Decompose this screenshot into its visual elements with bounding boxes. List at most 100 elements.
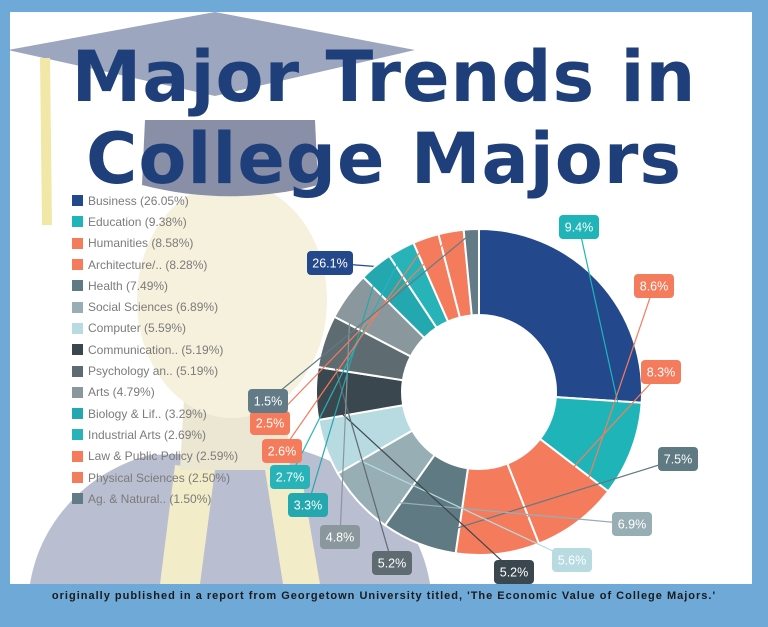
data-label: 5.2% <box>378 557 407 571</box>
legend-item: Physical Sciences (2.50%) <box>72 467 238 488</box>
legend-swatch <box>72 216 83 228</box>
legend-swatch <box>72 493 83 505</box>
leader-line <box>267 232 472 402</box>
legend-item: Business (26.05%) <box>72 190 238 211</box>
callout-box <box>612 512 652 536</box>
legend-label: Business (26.05%) <box>88 193 189 208</box>
callout-box <box>262 439 302 463</box>
stole-left <box>160 465 215 584</box>
legend-swatch <box>72 472 83 483</box>
legend-label: Humanities (8.58%) <box>88 236 194 251</box>
legend-item: Humanities (8.58%) <box>72 233 238 254</box>
legend-label: Industrial Arts (2.69%) <box>88 427 207 442</box>
data-label: 9.4% <box>565 221 594 235</box>
legend-swatch <box>72 408 83 420</box>
tassel <box>40 58 52 225</box>
legend-item: Ag. & Natural.. (1.50%) <box>72 488 238 509</box>
data-label: 2.6% <box>268 445 297 459</box>
legend-swatch <box>72 322 83 334</box>
leader-line <box>319 393 515 573</box>
chart-legend: Business (26.05%) Education (9.38%) Humani… <box>72 190 238 509</box>
title-line-1: Major Trends in <box>71 36 697 118</box>
leader-line <box>578 226 629 449</box>
callout-box <box>559 215 599 239</box>
callout-box <box>288 493 328 517</box>
leader-line <box>496 371 662 551</box>
legend-label: Social Sciences (6.89%) <box>88 300 219 315</box>
legend-label: Biology & Lif.. (3.29%) <box>88 406 207 421</box>
cap-band <box>142 120 318 197</box>
data-label: 2.5% <box>256 417 285 431</box>
legend-item: Arts (4.79%) <box>72 382 238 403</box>
donut-slice <box>462 227 480 317</box>
leader-line <box>307 268 379 506</box>
legend-item: Psychology an.. (5.19%) <box>72 360 238 381</box>
callout-box <box>250 411 290 435</box>
legend-swatch <box>72 237 83 249</box>
data-label: 8.3% <box>647 366 676 380</box>
data-label: 7.5% <box>664 453 693 467</box>
callout-box <box>307 251 353 275</box>
data-label: 3.3% <box>294 499 323 513</box>
legend-swatch <box>72 344 83 356</box>
graduate-illustration <box>10 12 430 584</box>
legend-item: Communication.. (5.19%) <box>72 339 238 360</box>
callout-box <box>372 551 412 575</box>
source-footer: originally published in a report from Ge… <box>51 590 717 602</box>
leader-line <box>329 445 573 561</box>
callout-box <box>552 548 592 572</box>
leader-line <box>574 285 655 520</box>
callout-box <box>270 465 310 489</box>
data-label: 26.1% <box>312 257 347 271</box>
white-panel <box>10 12 752 584</box>
callout-box <box>641 360 681 384</box>
legend-label: Health (7.49%) <box>88 278 169 293</box>
legend-item: Computer (5.59%) <box>72 318 238 339</box>
legend-label: Physical Sciences (2.50%) <box>88 470 231 485</box>
legend-label: Psychology an.. (5.19%) <box>88 364 219 379</box>
legend-swatch <box>72 386 83 398</box>
legend-swatch <box>72 280 83 292</box>
callout-box <box>634 274 674 298</box>
legend-swatch <box>72 259 83 271</box>
legend-item: Architecture/.. (8.28%) <box>72 254 238 275</box>
legend-label: Computer (5.59%) <box>88 321 187 336</box>
leader-line <box>289 252 404 478</box>
data-label: 5.6% <box>558 554 587 568</box>
legend-swatch <box>72 450 83 462</box>
legend-item: Education (9.38%) <box>72 211 238 232</box>
legend-item: Biology & Lif.. (3.29%) <box>72 403 238 424</box>
data-label: 4.8% <box>326 531 355 545</box>
face-shape <box>137 182 327 418</box>
legend-swatch <box>72 365 83 377</box>
callout-box <box>248 389 288 413</box>
mortarboard <box>10 12 415 96</box>
leader-line <box>361 498 633 525</box>
legend-item: Social Sciences (6.89%) <box>72 296 238 317</box>
legend-label: Communication.. (5.19%) <box>88 342 224 357</box>
title-line-2: College Majors <box>85 118 683 200</box>
legend-item: Law & Public Policy (2.59%) <box>72 446 238 467</box>
legend-label: Arts (4.79%) <box>88 385 155 400</box>
page-title: Major Trends in College Majors <box>0 36 768 200</box>
callout-box <box>658 447 698 471</box>
legend-item: Industrial Arts (2.69%) <box>72 424 238 445</box>
legend-swatch <box>72 301 83 313</box>
callout-box <box>320 525 360 549</box>
data-label: 6.9% <box>618 518 647 532</box>
data-label: 5.2% <box>500 566 529 580</box>
donut-slice <box>478 227 643 404</box>
legend-label: Architecture/.. (8.28%) <box>88 257 208 272</box>
leader-line <box>419 458 679 541</box>
leader-line <box>269 234 453 424</box>
legend-swatch <box>72 195 83 207</box>
legend-label: Education (9.38%) <box>88 214 187 229</box>
legend-label: Law & Public Policy (2.59%) <box>88 449 239 464</box>
legend-swatch <box>72 429 83 441</box>
legend-label: Ag. & Natural.. (1.50%) <box>88 491 212 506</box>
leader-line <box>281 241 428 452</box>
leader-line <box>339 298 352 538</box>
stole-right <box>265 468 320 584</box>
